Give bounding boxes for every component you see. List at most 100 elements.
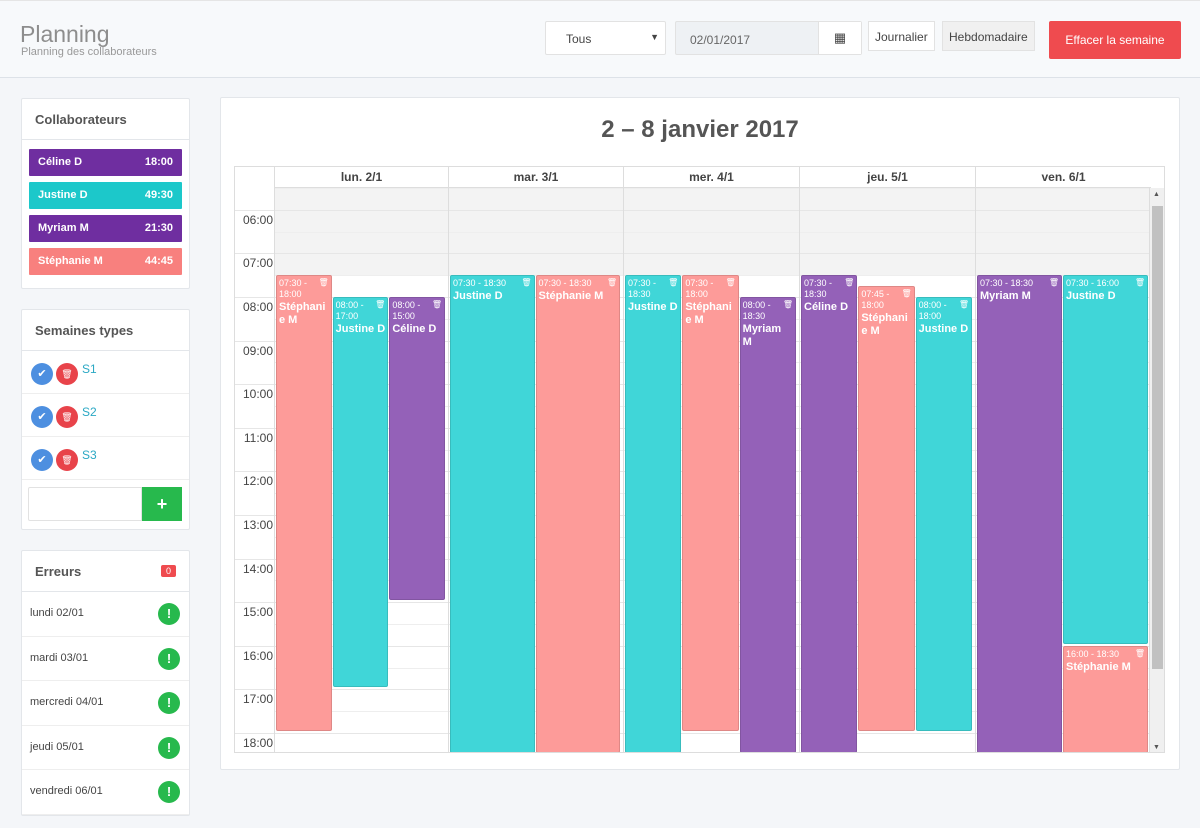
ok-exclamation-icon: ! [158,603,180,625]
apply-check-icon[interactable]: ✔ [31,449,53,471]
calendar-event[interactable]: 08:00 - 17:00 Justine D 🗑 [332,297,389,688]
event-time: 07:30 - 18:00 [685,278,714,300]
collaborator-filter-select[interactable]: Tous ▼ [545,21,666,55]
collaborator-hours: 49:30 [144,189,173,201]
event-name: Justine D [918,323,969,335]
week-type-name-input[interactable] [28,487,142,521]
calendar-scrollbar[interactable]: ▲ ▼ [1149,188,1164,752]
delete-event-icon[interactable]: 🗑 [318,278,329,288]
day-divider [448,188,449,752]
calendar-event[interactable]: 08:00 - 15:00 Céline D 🗑 [389,297,445,601]
time-label: 18:00 [242,736,273,750]
filter-value: Tous [566,32,592,46]
calendar-event[interactable]: 07:30 - 18:00 Stéphanie M 🗑 [682,275,739,731]
errors-panel: Erreurs 0 lundi 02/01! mardi 03/01! mercre… [21,550,190,816]
event-name: Stéphanie M [685,301,732,327]
calendar-event[interactable]: 07:30 - 16:00 Justine D 🗑 [1063,275,1148,644]
view-weekly-button[interactable]: Hebdomadaire [942,21,1035,51]
delete-trash-icon[interactable]: 🗑 [56,449,78,471]
scroll-thumb[interactable] [1152,206,1163,669]
delete-event-icon[interactable]: 🗑 [668,278,679,288]
calendar-event[interactable]: 07:30 - 18:30 Céline D 🗑 [801,275,858,752]
calendar-event[interactable]: 08:00 - 18:30 Myriam M 🗑 [739,297,796,752]
apply-check-icon[interactable]: ✔ [31,363,53,385]
apply-check-icon[interactable]: ✔ [31,406,53,428]
event-name: Stéphanie M [279,301,326,327]
collaborator-item[interactable]: Céline D 18:00 [29,149,182,176]
collaborator-item[interactable]: Myriam M 21:30 [29,215,182,242]
collaborator-item[interactable]: Stéphanie M 44:45 [29,248,182,275]
delete-event-icon[interactable]: 🗑 [1134,278,1145,288]
collaborator-hours: 21:30 [144,222,173,234]
event-name: Justine D [335,323,386,335]
event-name: Stéphanie M [861,312,908,338]
delete-event-icon[interactable]: 🗑 [901,289,912,299]
error-day-row: lundi 02/01! [22,592,189,637]
ok-exclamation-icon: ! [158,647,180,670]
delete-trash-icon[interactable]: 🗑 [56,363,78,385]
time-label: 09:00 [242,343,273,358]
top-bar: Planning Planning des collaborateurs Tou… [0,0,1200,78]
week-type-item: ✔ 🗑 S3 [22,437,189,480]
day-header: mer. 4/1 [623,167,799,188]
scroll-down-icon[interactable]: ▼ [1153,744,1160,751]
time-label: 10:00 [242,387,273,402]
error-day: mardi 03/01 [30,651,89,664]
calendar-event[interactable]: 08:00 - 18:00 Justine D 🗑 [915,297,972,731]
week-types-title: Semaines types [22,310,189,351]
event-time: 07:30 - 18:30 [453,278,507,289]
day-divider [623,188,624,752]
time-label: 12:00 [242,474,273,489]
event-name: Céline D [392,323,437,335]
event-name: Stéphanie M [538,290,604,303]
page-title: Planning [20,21,110,47]
time-label: 14:00 [242,561,273,576]
delete-event-icon[interactable]: 🗑 [1048,278,1059,288]
error-day: lundi 02/01 [30,607,84,619]
time-label: 08:00 [242,300,273,314]
time-label: 07:00 [242,256,273,271]
calendar-event[interactable]: 16:00 - 18:30 Stéphanie M 🗑 [1063,645,1148,752]
calendar-icon[interactable]: ▦ [818,22,861,54]
delete-event-icon[interactable]: 🗑 [782,300,793,309]
week-type-item: ✔ 🗑 S2 [22,394,189,437]
event-time: 07:30 - 16:00 [1066,278,1120,289]
event-name: Céline D [804,301,849,314]
delete-trash-icon[interactable]: 🗑 [56,406,78,428]
add-week-type-button[interactable]: + [142,487,182,521]
calendar-event[interactable]: 07:30 - 18:30 Stéphanie M 🗑 [535,275,620,752]
delete-event-icon[interactable]: 🗑 [375,300,386,309]
calendar-event[interactable]: 07:30 - 18:30 Myriam M 🗑 [977,275,1062,752]
week-type-label[interactable]: S1 [82,362,97,376]
time-label: 17:00 [242,692,273,707]
collaborator-item[interactable]: Justine D 49:30 [29,182,182,209]
caret-down-icon: ▼ [650,32,659,42]
delete-event-icon[interactable]: 🗑 [958,300,969,309]
calendar-event[interactable]: 07:30 - 18:00 Stéphanie M 🗑 [276,275,332,731]
date-input[interactable]: 02/01/2017 [690,33,751,47]
grid-line [235,209,1151,211]
view-daily-button[interactable]: Journalier [868,21,935,51]
error-day-row: jeudi 05/01! [22,726,189,770]
event-name: Myriam M [742,323,782,348]
delete-event-icon[interactable]: 🗑 [521,278,532,288]
day-header: mar. 3/1 [448,167,623,188]
scroll-up-icon[interactable]: ▲ [1153,191,1160,198]
event-time: 07:30 - 18:00 [279,278,308,300]
delete-event-icon[interactable]: 🗑 [606,278,617,288]
collaborator-name: Justine D [38,189,88,201]
week-type-label[interactable]: S3 [82,448,97,462]
delete-event-icon[interactable]: 🗑 [1134,648,1145,658]
error-day: jeudi 05/01 [30,740,84,753]
calendar-event[interactable]: 07:30 - 18:30 Justine D 🗑 [625,275,682,752]
event-time: 08:00 - 15:00 [392,300,421,321]
week-type-label[interactable]: S2 [82,405,97,419]
delete-event-icon[interactable]: 🗑 [431,300,442,309]
delete-event-icon[interactable]: 🗑 [844,278,855,288]
calendar-event[interactable]: 07:30 - 18:30 Justine D 🗑 [450,275,535,752]
event-time: 07:30 - 18:30 [980,278,1034,289]
date-picker[interactable]: 02/01/2017 ▦ [675,21,862,55]
delete-event-icon[interactable]: 🗑 [725,278,736,288]
calendar-event[interactable]: 07:45 - 18:00 Stéphanie M 🗑 [858,286,915,731]
clear-week-button[interactable]: Effacer la semaine [1049,21,1181,59]
